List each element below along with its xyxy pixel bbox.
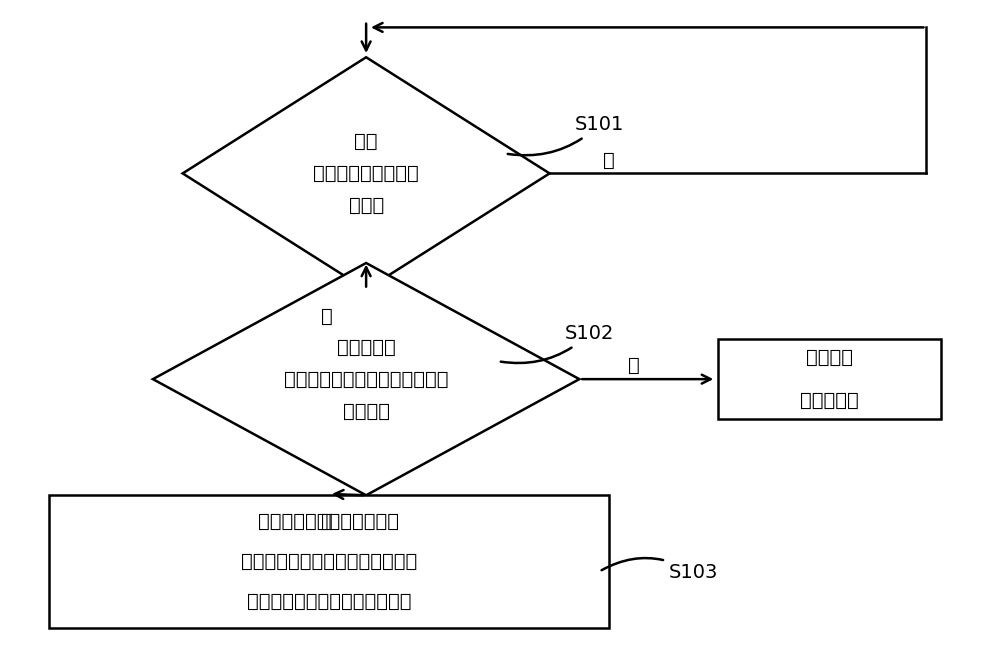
Text: S102: S102 bbox=[501, 325, 614, 363]
Text: 制，以及当该轧机对该轧件轧制完: 制，以及当该轧机对该轧件轧制完 bbox=[241, 552, 417, 571]
Text: S101: S101 bbox=[508, 116, 624, 155]
Text: S103: S103 bbox=[602, 558, 718, 582]
Text: 锂生产系统是否出现: 锂生产系统是否出现 bbox=[313, 164, 419, 183]
Text: 件进行轧制: 件进行轧制 bbox=[337, 338, 396, 357]
Bar bbox=[49, 495, 609, 628]
Polygon shape bbox=[183, 57, 550, 290]
Text: 检测轧: 检测轧 bbox=[349, 196, 384, 215]
Text: 检测轧锂: 检测轧锂 bbox=[343, 402, 390, 421]
Text: 生产系统中的轧机是否正在对轧: 生产系统中的轧机是否正在对轧 bbox=[284, 370, 448, 388]
Text: 控制该轧机: 控制该轧机 bbox=[800, 391, 859, 410]
Bar bbox=[718, 339, 941, 419]
Text: 故障: 故障 bbox=[354, 132, 378, 151]
Text: 是: 是 bbox=[321, 306, 332, 326]
Text: 停止运行: 停止运行 bbox=[806, 348, 853, 367]
Text: 否: 否 bbox=[603, 151, 615, 169]
Text: 毕后，控制该轧机停止运行: 毕后，控制该轧机停止运行 bbox=[258, 512, 399, 532]
Text: 否: 否 bbox=[628, 356, 640, 376]
Text: 控制该轧机继续对该轧件进行轧: 控制该轧机继续对该轧件进行轧 bbox=[247, 592, 411, 611]
Polygon shape bbox=[153, 263, 579, 495]
Text: 是: 是 bbox=[321, 512, 332, 532]
